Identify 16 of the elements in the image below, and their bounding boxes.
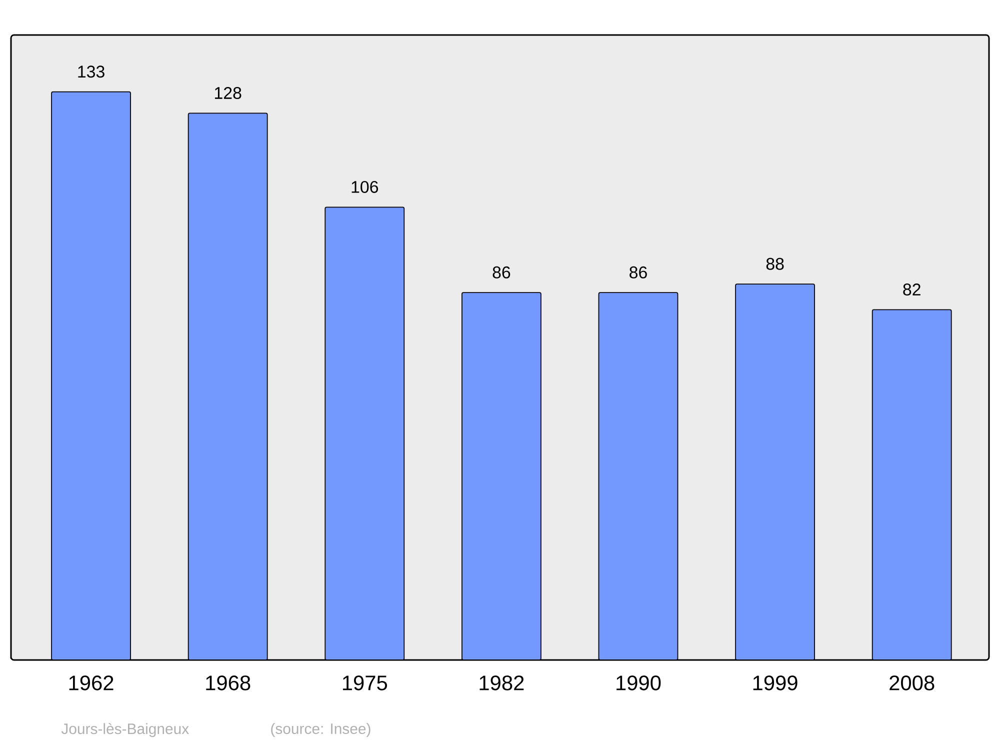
data-label: 133 — [78, 66, 104, 78]
x-tick-label: 1990 — [616, 676, 661, 690]
data-label: 86 — [492, 266, 510, 278]
data-label: 82 — [903, 284, 920, 296]
data-label: 128 — [215, 86, 242, 99]
data-label: 86 — [630, 266, 647, 278]
x-tick-label: 1982 — [480, 676, 524, 690]
data-label: 106 — [352, 180, 378, 193]
text: Jours-lès-Baigneux — [61, 722, 189, 738]
x-tick-label: 1999 — [753, 676, 798, 690]
x-tick-label: 1968 — [206, 676, 250, 690]
text: (source: Insee) — [271, 723, 370, 737]
data-label: 88 — [766, 258, 784, 270]
x-tick-label: 1962 — [69, 676, 114, 690]
x-tick-label: 1975 — [342, 676, 388, 690]
x-tick-label: 2008 — [890, 676, 934, 690]
